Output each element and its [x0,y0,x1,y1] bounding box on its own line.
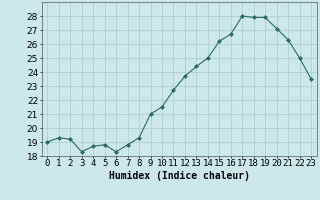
X-axis label: Humidex (Indice chaleur): Humidex (Indice chaleur) [109,171,250,181]
